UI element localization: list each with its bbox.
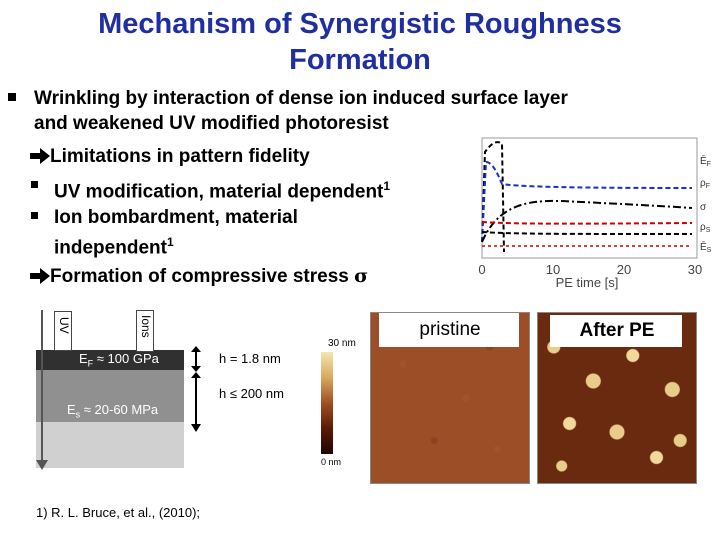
sigma-symbol: σ bbox=[354, 265, 369, 287]
chart-legend: ĒF ρF σ ρS ĒS bbox=[700, 155, 712, 254]
es-subscript: s bbox=[75, 409, 81, 420]
uv-point-text: UV modification, material dependent bbox=[54, 181, 384, 203]
ions-arrow-label: Ions bbox=[139, 315, 153, 338]
right-arrow-icon bbox=[30, 148, 50, 164]
legend-e-s: ĒS bbox=[700, 241, 712, 254]
x-tick-0: 0 bbox=[478, 262, 485, 277]
x-axis-label: PE time [s] bbox=[556, 275, 619, 290]
pristine-label-box bbox=[379, 313, 519, 347]
x-axis-ticks: 0 10 20 30 bbox=[478, 262, 702, 277]
slide-title: Mechanism of Synergistic Roughness Forma… bbox=[0, 6, 720, 78]
uv-arrow-line bbox=[41, 310, 43, 468]
series-rho-s bbox=[481, 221, 693, 225]
x-tick-20: 20 bbox=[617, 262, 631, 277]
stress-time-chart: ĒF ρF σ ρS ĒS 0 10 20 30 PE time [s] bbox=[478, 137, 712, 290]
es-label: Es ≈ 20-60 MPa bbox=[67, 402, 158, 420]
legend-e-f: ĒF bbox=[700, 155, 711, 168]
ef-label: EF ≈ 100 GPa bbox=[79, 351, 159, 369]
title-line-2: Formation bbox=[289, 44, 431, 76]
reference-text: 1) R. L. Bruce, et al., (2010); bbox=[36, 505, 201, 520]
ions-arrow-box bbox=[136, 310, 154, 352]
title-line-1: Mechanism of Synergistic Roughness bbox=[98, 8, 622, 40]
main-bullet-marker bbox=[8, 93, 16, 101]
afm-pristine-image: pristine bbox=[370, 312, 530, 484]
x-tick-30: 30 bbox=[688, 262, 702, 277]
series-e-s bbox=[481, 231, 693, 235]
h1-label: h = 1.8 nm bbox=[219, 351, 281, 366]
main-bullet-text: Wrinkling by interaction of dense ion in… bbox=[34, 86, 674, 136]
ion-point: Ion bombardment, material independent1 bbox=[54, 205, 298, 260]
x-tick-10: 10 bbox=[546, 262, 560, 277]
afm-scale-label-bottom: 0 nm bbox=[321, 457, 342, 467]
legend-sigma: σ bbox=[700, 202, 707, 213]
es-value: ≈ 20-60 MPa bbox=[80, 402, 159, 417]
legend-rho-f: ρF bbox=[700, 178, 710, 190]
stress-line: Formation of compressive stress σ bbox=[30, 264, 368, 289]
uv-arrow-head-icon bbox=[36, 460, 48, 470]
ion-point-line-1: Ion bombardment, material bbox=[54, 207, 298, 228]
legend-rho-s: ρS bbox=[700, 222, 711, 234]
ion-point-line-2-text: independent bbox=[54, 237, 167, 259]
es-symbol: E bbox=[67, 402, 76, 417]
uv-arrow-box bbox=[54, 311, 72, 351]
limitations-text: Limitations in pattern fidelity bbox=[50, 146, 310, 167]
after-pe-label-box bbox=[550, 315, 682, 347]
series-e-f bbox=[481, 141, 505, 253]
series-rho-f bbox=[481, 160, 693, 243]
uv-bullet-marker bbox=[31, 181, 38, 188]
ef-subscript: F bbox=[87, 358, 94, 369]
chart-plot-frame bbox=[481, 137, 698, 259]
limitations-line: Limitations in pattern fidelity bbox=[30, 144, 310, 169]
afm-after-pe-image: After PE bbox=[537, 312, 697, 484]
main-bullet-line-1: Wrinkling by interaction of dense ion in… bbox=[34, 88, 568, 109]
right-arrow-icon bbox=[30, 268, 50, 284]
ef-value: ≈ 100 GPa bbox=[93, 351, 159, 366]
uv-point-ref: 1 bbox=[383, 179, 391, 193]
pristine-label: pristine bbox=[419, 319, 481, 340]
bulk-layer bbox=[36, 422, 184, 468]
ion-bullet-marker bbox=[31, 212, 38, 219]
thickness-brackets bbox=[191, 346, 201, 432]
afm-color-scale bbox=[321, 352, 333, 454]
uv-modified-layer bbox=[36, 370, 184, 422]
series-sigma bbox=[481, 199, 693, 243]
uv-arrow-label: UV bbox=[57, 317, 71, 334]
after-pe-label: After PE bbox=[579, 320, 655, 341]
dense-layer bbox=[36, 350, 184, 370]
main-bullet-line-2: and weakened UV modified photoresist bbox=[34, 113, 389, 134]
layer-stack bbox=[36, 350, 184, 468]
h2-label: h ≤ 200 nm bbox=[219, 386, 284, 401]
uv-point: UV modification, material dependent1 bbox=[54, 174, 390, 204]
ion-point-line-2: independent1 bbox=[54, 230, 298, 260]
afm-scale-label-top: 30 nm bbox=[328, 338, 356, 349]
ef-symbol: E bbox=[79, 351, 88, 366]
stress-text: Formation of compressive stress bbox=[50, 266, 349, 287]
ion-point-ref: 1 bbox=[166, 235, 174, 249]
